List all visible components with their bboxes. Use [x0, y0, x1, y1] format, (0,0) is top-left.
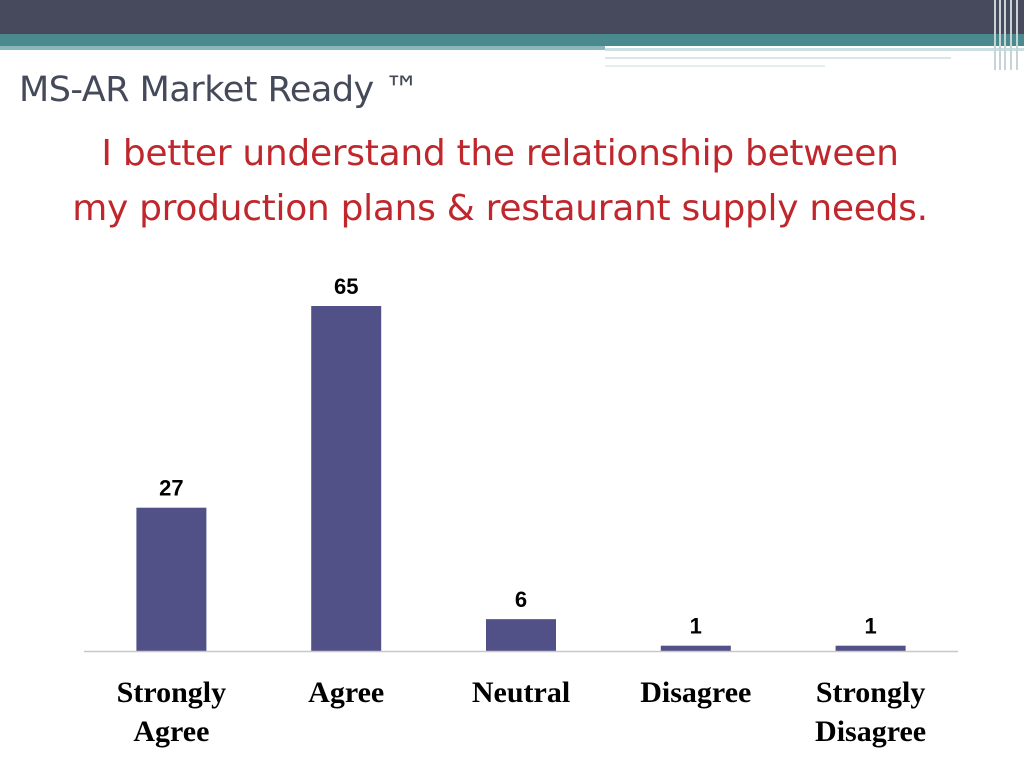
header-light-band [0, 46, 605, 50]
slide-title: MS-AR Market Ready ™ [19, 70, 419, 110]
header-teal-band [0, 34, 1024, 46]
x-tick-label: Strongly Disagree [815, 676, 926, 748]
bar-agree [311, 306, 382, 651]
subtitle-line: my production plans & restaurant supply … [72, 188, 928, 229]
header-vertical-lines [990, 0, 1024, 70]
data-label: 1 [690, 614, 702, 639]
bar-strongly-disagree [835, 645, 906, 651]
header-stripe [605, 65, 825, 67]
header-stripe [605, 48, 1024, 51]
data-label: 1 [864, 614, 876, 639]
x-tick-label: Neutral [472, 676, 570, 709]
subtitle-line: I better understand the relationship bet… [101, 133, 899, 174]
data-label: 27 [159, 476, 183, 501]
x-tick-label: Agree [308, 676, 384, 709]
header-stripe [605, 57, 951, 59]
bar-strongly-agree [136, 507, 207, 651]
x-tick-label: Disagree [640, 676, 751, 709]
bar-neutral [486, 619, 556, 651]
slide-subtitle: I better understand the relationship bet… [0, 126, 1000, 236]
bar-disagree [660, 645, 731, 651]
x-tick-label: Strongly Agree [117, 676, 226, 748]
data-label: 6 [515, 587, 527, 612]
data-label: 65 [334, 274, 358, 299]
header-dark-band [0, 0, 1024, 34]
